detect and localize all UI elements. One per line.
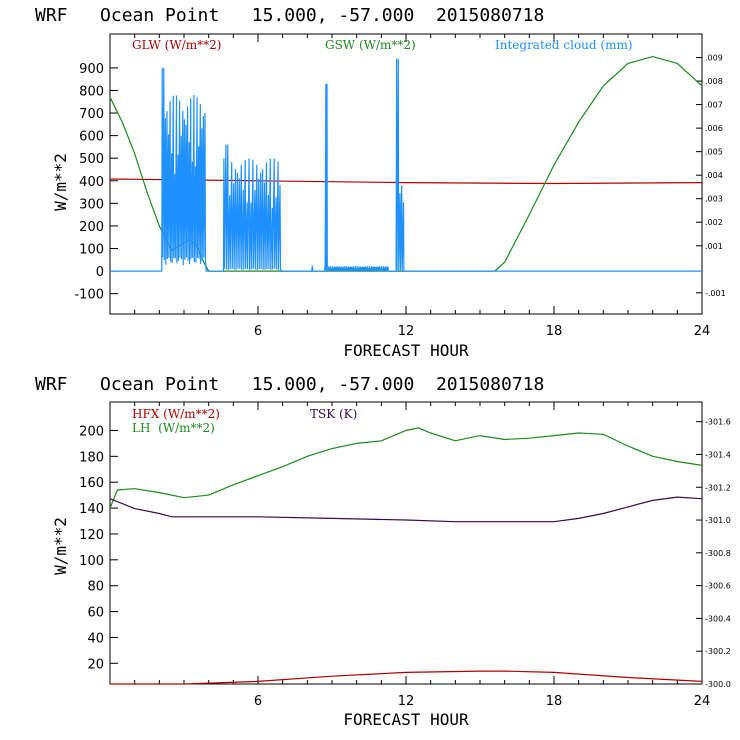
chart-2-y2-tick-label: -300.2 xyxy=(705,647,731,656)
chart-2-y-tick-label: 180 xyxy=(79,450,104,465)
chart-1-y2-tick-label: .008 xyxy=(705,77,723,86)
chart-2-frame xyxy=(109,401,703,685)
chart-2-y2-tick-label: -300.6 xyxy=(705,582,731,591)
chart-1-y2-tick-label: .006 xyxy=(705,124,723,133)
chart-2-y-tick-label: 100 xyxy=(79,554,104,569)
chart-2-ticks: 6 12 18 24 20 40 60 80 100 120 140 160 180 200 -300.0 -… xyxy=(79,402,731,709)
chart-1-y2-tick-label: .003 xyxy=(705,195,723,204)
chart-2-y-tick-label: 40 xyxy=(87,631,104,646)
chart-2-x-tick-label: 24 xyxy=(694,694,711,709)
chart-2-legend-hfx: HFX (W/m**2) xyxy=(132,407,220,421)
chart-2-y-tick-label: 120 xyxy=(79,528,104,543)
chart-2-y2-tick-label: -300.8 xyxy=(705,549,731,558)
chart-panel-2: WRF Ocean Point 15.000, -57.000 20150807… xyxy=(35,374,731,729)
chart-2-series-lh-line xyxy=(109,427,703,509)
chart-1-y-tick-label: 400 xyxy=(79,175,104,190)
chart-1-xlabel: FORECAST HOUR xyxy=(343,341,469,360)
chart-2-title: WRF Ocean Point 15.000, -57.000 20150807… xyxy=(35,374,544,395)
chart-1-y2-tick-label: -.001 xyxy=(705,289,726,298)
chart-1-y2-tick-label: .002 xyxy=(705,218,723,227)
chart-1-series-glw-line xyxy=(109,178,703,185)
chart-1-y-tick-label: 300 xyxy=(79,197,104,212)
chart-1-y-tick-label: 100 xyxy=(79,243,104,258)
chart-2-xlabel: FORECAST HOUR xyxy=(343,710,469,729)
chart-2-ylabel: W/m**2 xyxy=(51,517,70,575)
chart-1-legend-glw: GLW (W/m**2) xyxy=(132,38,221,52)
chart-1-legend-gsw: GSW (W/m**2) xyxy=(325,38,416,52)
chart-1-ticks: 6 12 18 24 -100 0 100 200 300 400 500 600 700 800 900 -… xyxy=(74,34,726,339)
chart-1-x-tick-label: 18 xyxy=(546,324,563,339)
chart-1-title: WRF Ocean Point 15.000, -57.000 20150807… xyxy=(35,5,544,26)
chart-2-series-tsk-line xyxy=(109,496,703,523)
chart-1-x-tick-label: 24 xyxy=(694,324,711,339)
chart-1-y-tick-label: 900 xyxy=(79,62,104,77)
chart-2-legend-lh: LH (W/m**2) xyxy=(132,421,215,435)
chart-1-y-tick-label: 500 xyxy=(79,152,104,167)
chart-2-y-tick-label: 20 xyxy=(87,657,104,672)
chart-1-y-tick-label: 800 xyxy=(79,84,104,99)
chart-2-series xyxy=(109,427,703,685)
chart-1-y2-tick-label: .007 xyxy=(705,101,723,110)
chart-1-y2-tick-label: .004 xyxy=(705,171,723,180)
chart-1-y-tick-label: 700 xyxy=(79,107,104,122)
chart-2-y2-tick-label: -301.0 xyxy=(705,516,731,525)
chart-2-series-hfx-line xyxy=(110,670,703,685)
chart-2-y2-tick-label: -300.0 xyxy=(705,680,731,689)
chart-1-legend-cloud: Integrated cloud (mm) xyxy=(495,38,633,52)
chart-2-y-tick-label: 60 xyxy=(87,606,104,621)
chart-2-y2-tick-label: -300.4 xyxy=(705,614,731,623)
chart-1-series-integrated-line xyxy=(110,58,702,272)
chart-2-y-tick-label: 160 xyxy=(79,476,104,491)
chart-1-y2-tick-label: .001 xyxy=(705,242,723,251)
chart-panel-1: WRF Ocean Point 15.000, -57.000 20150807… xyxy=(35,5,726,360)
chart-1-y-tick-label: 600 xyxy=(79,130,104,145)
chart-1-series xyxy=(109,55,703,272)
chart-1-x-tick-label: 6 xyxy=(254,324,262,339)
chart-2-y-tick-label: 140 xyxy=(79,502,104,517)
chart-1-y-tick-label: 0 xyxy=(96,265,104,280)
chart-2-y2-tick-label: -301.4 xyxy=(705,450,731,459)
chart-2-y-tick-label: 80 xyxy=(87,580,104,595)
chart-2-x-tick-label: 18 xyxy=(546,694,563,709)
chart-1-y-tick-label: -100 xyxy=(74,288,104,303)
chart-2-y2-tick-label: -301.2 xyxy=(705,483,731,492)
chart-2-x-tick-label: 6 xyxy=(254,694,262,709)
chart-1-y-tick-label: 200 xyxy=(79,220,104,235)
chart-2-y-tick-label: 200 xyxy=(79,424,104,439)
chart-1-ylabel: W/m**2 xyxy=(51,153,70,211)
chart-1-y2-tick-label: .009 xyxy=(705,54,723,63)
chart-1-x-tick-label: 12 xyxy=(398,324,415,339)
chart-2-x-tick-label: 12 xyxy=(398,694,415,709)
chart-1-y2-tick-label: .005 xyxy=(705,148,723,157)
chart-2-legend-tsk: TSK (K) xyxy=(310,407,357,421)
chart-2-y2-tick-label: -301.6 xyxy=(705,418,731,427)
